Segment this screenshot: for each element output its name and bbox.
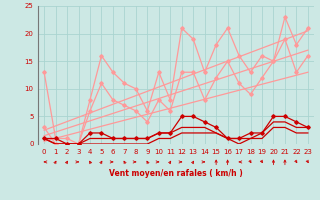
X-axis label: Vent moyen/en rafales ( km/h ): Vent moyen/en rafales ( km/h ) — [109, 169, 243, 178]
